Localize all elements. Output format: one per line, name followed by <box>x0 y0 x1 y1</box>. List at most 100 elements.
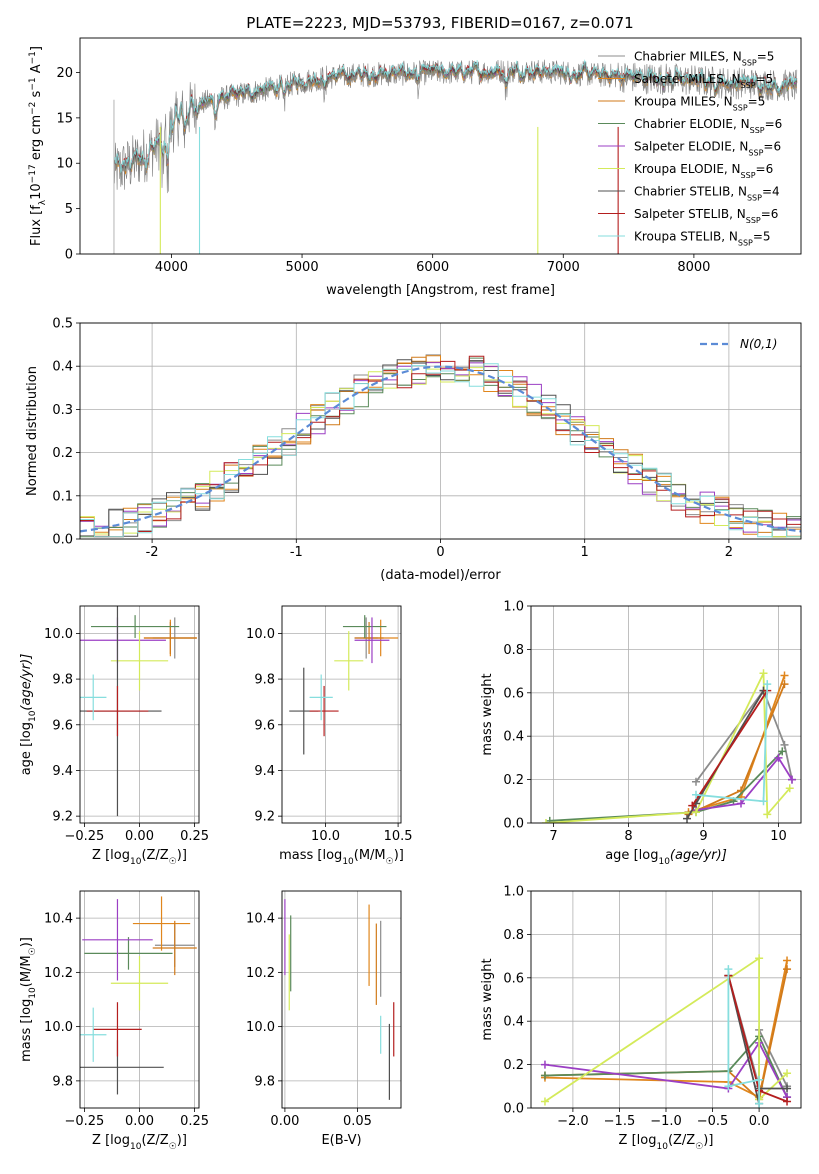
x-tick-label: −1.5 <box>604 1114 636 1129</box>
plot-area <box>282 891 401 1108</box>
label-part: s <box>29 90 44 101</box>
x-tick-label: 0.00 <box>125 1114 154 1129</box>
y-tick-label: 20 <box>56 66 73 81</box>
y-axis-title: mass [log10(M/M☉)] <box>19 937 38 1062</box>
y-tick-label: 15 <box>56 111 73 126</box>
mass-weight-line <box>544 1034 788 1098</box>
label-part: SSP <box>746 216 761 225</box>
label-part: Salpeter ELODIE, N <box>634 140 748 154</box>
y-axis-title: Flux [fλ10−17 erg cm−2 s−1 A−1] <box>28 46 48 246</box>
mass-weight-marker <box>692 808 700 817</box>
x-tick-label: −0.5 <box>697 1114 729 1129</box>
axes-frame <box>281 605 402 824</box>
y-tick-label: 10.0 <box>44 1020 73 1035</box>
mass-weight-line <box>544 960 788 1099</box>
label-part: (Z/Z <box>141 848 168 863</box>
x-tick-label: −0.25 <box>64 829 104 844</box>
x-tick-label: 10 <box>770 829 787 844</box>
mass-weight-marker <box>780 671 789 680</box>
x-tick-label: -2 <box>146 545 159 560</box>
label-part: 10 <box>28 710 38 722</box>
x-axis-title: Z [log10(Z/Z☉)] <box>619 1133 714 1152</box>
label-part: SSP <box>742 58 757 67</box>
label-part: erg cm <box>29 115 44 164</box>
label-part: =5 <box>757 50 775 64</box>
y-tick-label: 10.0 <box>246 1020 275 1035</box>
label-part: 10 <box>656 1142 668 1152</box>
legend-entry: Kroupa MILES, NSSP=5 <box>634 95 765 113</box>
label-part: N(0,1) <box>740 337 777 351</box>
label-part: SSP <box>741 81 756 90</box>
mass-weight-marker <box>783 1097 792 1106</box>
label-part: 10 <box>342 857 354 867</box>
mass-weight-age-marks <box>542 669 796 823</box>
label-part: ☉ <box>386 857 394 867</box>
mass-weight-line <box>544 1041 788 1098</box>
mass-weight-marker <box>785 784 794 793</box>
age-mass-marks <box>289 615 399 755</box>
residual-histogram-step <box>80 355 801 538</box>
label-part: =6 <box>761 207 779 221</box>
label-part: SSP <box>733 103 748 112</box>
legend-entry: Chabrier MILES, NSSP=5 <box>634 50 774 68</box>
axes-frame <box>530 605 802 824</box>
x-tick-label: 10.0 <box>311 829 340 844</box>
label-part: (M/M <box>19 955 34 987</box>
axes-frame <box>79 322 802 540</box>
y-tick-label: 0.6 <box>503 971 524 986</box>
label-part: ☉ <box>169 857 177 867</box>
x-axis-title: (data-model)/error <box>380 568 501 583</box>
label-part: )] <box>394 848 404 863</box>
y-tick-label: 0.0 <box>52 533 73 548</box>
y-axis-title: mass weight <box>480 673 495 755</box>
label-part: E(B-V) <box>321 1133 361 1148</box>
mass-weight-marker <box>542 819 550 823</box>
x-tick-label: 9 <box>699 829 707 844</box>
label-part: =5 <box>753 230 771 244</box>
age-mass-panel: 10.0 10.5 9.2 9.4 9.6 9.8 10.0 mass [log10(M/M☉… <box>246 605 413 867</box>
mass-weight-line <box>695 756 793 811</box>
y-tick-label: 0.2 <box>52 446 73 461</box>
mass-weight-marker <box>774 753 783 762</box>
mass-weight-line <box>695 688 793 783</box>
y-tick-label: 0.3 <box>52 403 73 418</box>
label-part: (M/M <box>354 848 386 863</box>
y-tick-label: 10 <box>56 157 73 172</box>
mass-weight-marker <box>540 1060 549 1069</box>
residuals-marks <box>80 354 801 538</box>
x-tick-label: 0 <box>436 545 444 560</box>
legend-entry: Salpeter MILES, NSSP=5 <box>634 72 773 90</box>
label-part: SSP <box>747 193 762 202</box>
mass-weight-marker <box>724 1082 733 1091</box>
label-part: mass [log <box>279 848 342 863</box>
y-tick-label: 1.0 <box>503 885 524 900</box>
x-tick-label: 4000 <box>155 260 188 275</box>
label-part: −1 <box>28 77 38 90</box>
label-part: age [log <box>605 848 658 863</box>
label-part: (age/yr)] <box>670 848 727 863</box>
label-part: λ <box>38 199 48 205</box>
mass-weight-marker <box>783 1084 792 1093</box>
mass-weight-metallicity-marks <box>540 954 792 1108</box>
label-part: =6 <box>765 117 783 131</box>
model-spectrum-line <box>113 65 798 177</box>
mass-weight-line <box>691 690 769 807</box>
label-part: wavelength [Angstrom, rest frame] <box>326 283 555 298</box>
label-part: =6 <box>756 162 774 176</box>
y-tick-label: 1.0 <box>503 600 524 615</box>
x-tick-label: 6000 <box>416 260 449 275</box>
y-tick-label: 0.1 <box>52 489 73 504</box>
label-part: A <box>29 64 44 77</box>
label-part: 10 <box>130 857 142 867</box>
y-tick-label: 0.0 <box>503 1102 524 1117</box>
x-tick-label: 0.00 <box>270 1114 299 1129</box>
mass-weight-marker <box>540 1071 549 1080</box>
mass-weight-line <box>727 969 760 1104</box>
mass-weight-line <box>544 956 788 1103</box>
label-part: SSP <box>738 238 753 247</box>
normal-reference-curve <box>80 365 801 533</box>
label-part: Chabrier ELODIE, N <box>634 117 750 131</box>
label-part: Kroupa ELODIE, N <box>634 162 741 176</box>
y-tick-label: 0.4 <box>52 360 73 375</box>
label-part: Normed distribution <box>25 366 40 496</box>
